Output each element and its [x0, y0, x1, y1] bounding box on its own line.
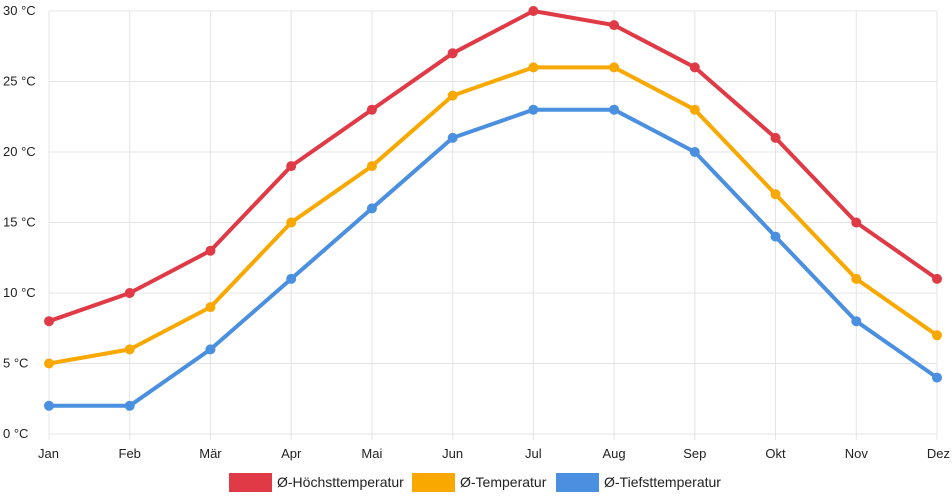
x-tick-label: Sep [683, 446, 706, 461]
data-point[interactable] [528, 62, 539, 73]
y-tick-label: 25 °C [3, 74, 36, 89]
legend-label: Ø-Höchsttemperatur [277, 474, 404, 490]
data-point[interactable] [770, 132, 781, 143]
y-tick-label: 5 °C [3, 356, 28, 371]
x-tick-label: Dez [927, 446, 950, 461]
data-point[interactable] [770, 189, 781, 200]
data-point[interactable] [932, 372, 942, 383]
data-point[interactable] [447, 132, 458, 143]
data-point[interactable] [124, 400, 135, 411]
data-point[interactable] [528, 104, 539, 115]
data-point[interactable] [851, 316, 862, 327]
legend-swatch [556, 473, 599, 492]
legend: Ø-Höchsttemperatur Ø-Temperatur Ø-Tiefstte… [229, 473, 721, 492]
x-tick-label: Mär [199, 446, 222, 461]
data-point[interactable] [286, 217, 297, 228]
series-line [47, 9, 939, 324]
data-point[interactable] [366, 161, 377, 172]
data-point[interactable] [609, 104, 620, 115]
data-point[interactable] [44, 358, 54, 369]
data-point[interactable] [528, 6, 539, 16]
data-point[interactable] [609, 62, 620, 73]
x-tick-label: Jan [38, 446, 59, 461]
x-tick-label: Okt [765, 446, 786, 461]
data-point[interactable] [366, 104, 377, 115]
data-point[interactable] [932, 330, 942, 341]
x-tick-label: Jul [525, 446, 542, 461]
data-point[interactable] [366, 203, 377, 214]
data-point[interactable] [44, 316, 54, 327]
y-tick-label: 10 °C [3, 285, 36, 300]
data-point[interactable] [205, 344, 216, 355]
data-point[interactable] [689, 147, 700, 157]
data-point[interactable] [286, 161, 297, 172]
data-point[interactable] [609, 20, 620, 31]
y-axis-tick-labels: 0 °C 5 °C 10 °C 15 °C 20 °C 25 °C 30 °C [3, 3, 36, 441]
y-tick-label: 15 °C [3, 215, 36, 230]
legend-label: Ø-Tiefsttemperatur [604, 474, 721, 490]
legend-label: Ø-Temperatur [460, 474, 547, 490]
data-point[interactable] [447, 48, 458, 59]
data-point[interactable] [851, 273, 862, 284]
series-group [44, 6, 942, 411]
legend-swatch [229, 473, 272, 492]
x-tick-label: Apr [281, 446, 302, 461]
data-point[interactable] [689, 62, 700, 73]
x-tick-label: Feb [119, 446, 141, 461]
y-tick-label: 30 °C [3, 3, 36, 18]
data-point[interactable] [770, 231, 781, 242]
legend-swatch [412, 473, 455, 492]
x-tick-label: Nov [845, 446, 869, 461]
data-point[interactable] [851, 217, 862, 228]
legend-item[interactable]: Ø-Höchsttemperatur [229, 473, 404, 492]
data-point[interactable] [124, 288, 135, 298]
series-1 [44, 62, 942, 369]
data-point[interactable] [205, 302, 216, 313]
y-tick-label: 0 °C [3, 426, 28, 441]
data-point[interactable] [689, 104, 700, 115]
x-axis-tick-labels: Jan Feb Mär Apr Mai Jun Jul Aug Sep Okt Nov Dez [38, 446, 950, 461]
x-tick-label: Jun [442, 446, 463, 461]
data-point[interactable] [447, 90, 458, 101]
y-tick-label: 20 °C [3, 144, 36, 159]
legend-item[interactable]: Ø-Temperatur [412, 473, 547, 492]
legend-item[interactable]: Ø-Tiefsttemperatur [556, 473, 721, 492]
series-2 [44, 104, 942, 411]
data-point[interactable] [205, 245, 216, 256]
series-line [47, 65, 939, 366]
series-0 [44, 6, 942, 327]
data-point[interactable] [286, 273, 297, 284]
data-point[interactable] [932, 273, 942, 284]
x-tick-label: Aug [603, 446, 626, 461]
x-tick-label: Mai [361, 446, 382, 461]
series-line [47, 107, 939, 408]
data-point[interactable] [124, 344, 135, 355]
data-point[interactable] [44, 400, 54, 411]
